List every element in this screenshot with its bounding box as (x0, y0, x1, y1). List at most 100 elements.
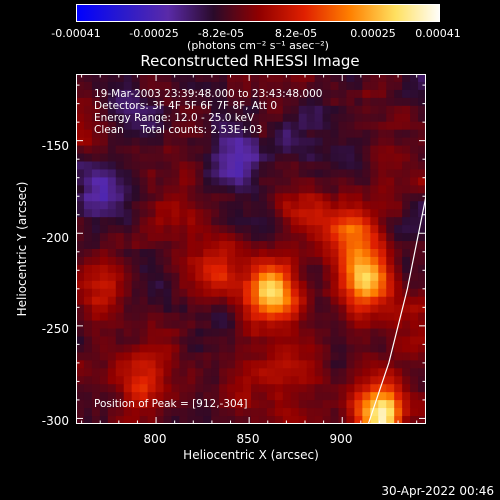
heatmap-cell (195, 217, 204, 226)
heatmap-cell (338, 328, 348, 338)
heatmap-cell (227, 328, 236, 338)
heatmap-cell (195, 137, 204, 147)
heatmap-cell (402, 129, 411, 139)
heatmap-cell (282, 328, 292, 338)
heatmap-cell (155, 400, 165, 409)
heatmap-cell (370, 129, 379, 139)
heatmap-cell (274, 256, 284, 266)
heatmap-cell (139, 416, 149, 424)
heatmap-cell (179, 241, 188, 250)
heatmap-cell (290, 74, 300, 83)
heatmap-cell (354, 296, 363, 306)
heatmap-cell (402, 113, 411, 123)
heatmap-cell (378, 209, 387, 218)
heatmap-cell (171, 145, 180, 155)
heatmap-cell (163, 153, 173, 163)
heatmap-cell (203, 400, 212, 409)
heatmap-cell (274, 89, 284, 99)
heatmap-cell (155, 193, 165, 202)
heatmap-cell (195, 256, 204, 266)
heatmap-cell (346, 137, 355, 147)
heatmap-cell (123, 280, 133, 290)
heatmap-cell (83, 368, 93, 377)
heatmap-cell (322, 288, 332, 298)
heatmap-cell (251, 352, 260, 361)
heatmap-cell (274, 225, 284, 234)
heatmap-cell (227, 368, 236, 377)
heatmap-cell (346, 193, 355, 202)
heatmap-cell (362, 344, 371, 353)
heatmap-cell (394, 121, 403, 131)
heatmap-cell (306, 256, 316, 266)
heatmap-cell (306, 280, 316, 290)
heatmap-cell (99, 360, 109, 369)
heatmap-cell (338, 209, 348, 218)
heatmap-cell (346, 304, 355, 314)
heatmap-cell (139, 153, 149, 163)
heatmap-cell (123, 241, 133, 250)
heatmap-cell (362, 368, 371, 377)
heatmap-cell (370, 145, 379, 155)
heatmap-cell (402, 169, 411, 178)
heatmap-cell (298, 280, 308, 290)
heatmap-cell (195, 209, 204, 218)
heatmap-cell (76, 280, 85, 290)
heatmap-cell (179, 288, 188, 298)
heatmap-cell (298, 392, 308, 401)
heatmap-cell (266, 400, 276, 409)
heatmap-cell (243, 288, 252, 298)
heatmap-cell (322, 320, 332, 330)
heatmap-cell (131, 376, 141, 385)
heatmap-cell (187, 89, 196, 99)
heatmap-cell (227, 81, 236, 91)
heatmap-cell (107, 153, 117, 163)
heatmap-cell (227, 129, 236, 139)
heatmap-cell (338, 408, 348, 417)
heatmap-cell (147, 233, 157, 242)
heatmap-cell (76, 376, 85, 385)
heatmap-cell (163, 296, 173, 306)
heatmap-cell (362, 185, 371, 194)
heatmap-cell (362, 161, 371, 171)
colorbar-tick-label: -0.00025 (129, 27, 179, 40)
heatmap-cell (314, 296, 324, 306)
heatmap-cell (282, 89, 292, 99)
heatmap-cell (394, 225, 403, 234)
heatmap-cell (258, 344, 268, 353)
heatmap-cell (386, 256, 395, 266)
heatmap-cell (266, 296, 276, 306)
heatmap-cell (139, 233, 149, 242)
heatmap-cell (139, 280, 149, 290)
heatmap-cell (346, 113, 355, 123)
heatmap-cell (418, 408, 426, 417)
heatmap-cell (282, 264, 292, 274)
heatmap-cell (211, 320, 220, 330)
heatmap-cell (378, 328, 387, 338)
heatmap-cell (107, 344, 117, 353)
heatmap-cell (322, 89, 332, 99)
heatmap-cell (123, 209, 133, 218)
heatmap-cell (354, 97, 363, 107)
heatmap-cell (91, 256, 101, 266)
heatmap-cell (402, 384, 411, 393)
heatmap-cell (227, 344, 236, 353)
heatmap-cell (171, 217, 180, 226)
heatmap-cell (99, 217, 109, 226)
heatmap-cell (298, 296, 308, 306)
heatmap-cell (171, 121, 180, 131)
heatmap-cell (266, 320, 276, 330)
heatmap-cell (314, 360, 324, 369)
heatmap-cell (306, 74, 316, 83)
heatmap-cell (402, 217, 411, 226)
heatmap-cell (203, 249, 212, 258)
heatmap-cell (266, 384, 276, 393)
heatmap-cell (187, 233, 196, 242)
heatmap-cell (346, 161, 355, 171)
heatmap-cell (290, 153, 300, 163)
heatmap-cell (115, 169, 125, 178)
heatmap-cell (155, 153, 165, 163)
heatmap-cell (394, 74, 403, 83)
heatmap-cell (211, 264, 220, 274)
heatmap-cell (235, 81, 244, 91)
heatmap-cell (211, 129, 220, 139)
